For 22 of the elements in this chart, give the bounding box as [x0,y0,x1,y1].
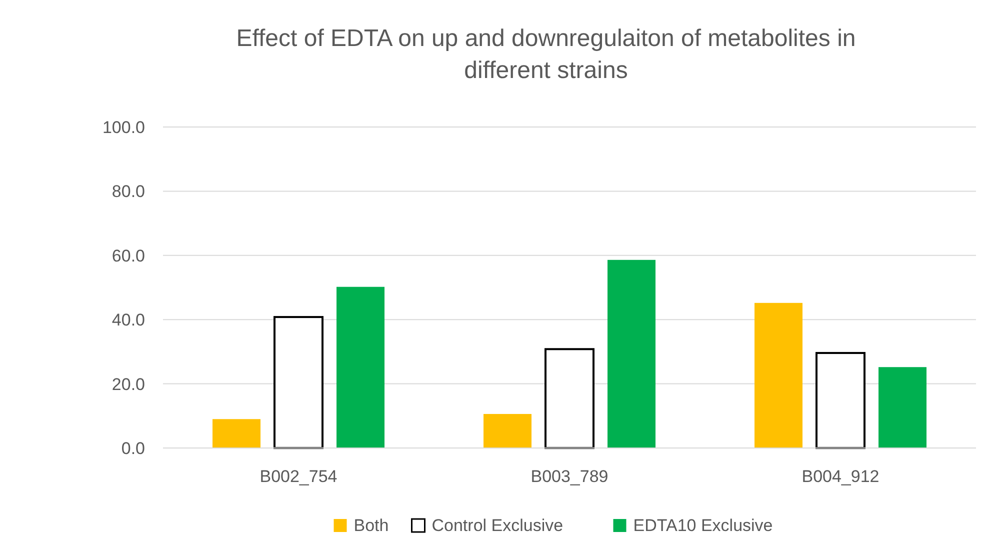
bar [274,316,324,449]
bar [336,286,384,448]
bar [816,352,866,449]
bar [608,260,656,448]
bar [484,414,532,448]
x-tick-label: B002_754 [260,467,338,486]
bar [212,419,260,448]
y-tick-label: 40.0 [112,310,145,330]
bar [878,367,926,448]
legend-label: Both [354,516,389,535]
legend-label: Control Exclusive [432,516,564,535]
y-tick-label: 20.0 [112,374,145,394]
bar [544,348,594,449]
chart-title: Effect of EDTA on up and downregulaiton of metabolites in different strains [236,25,856,84]
y-tick-label: 0.0 [121,438,145,458]
legend-label: EDTA10 Exclusive [633,516,773,535]
x-tick-label: B003_789 [530,467,608,486]
x-tick-label: B004_912 [802,467,880,486]
y-tick-label: 100.0 [102,118,145,137]
y-tick-label: 60.0 [112,246,145,266]
bar [754,302,802,448]
y-tick-label: 80.0 [112,182,145,202]
